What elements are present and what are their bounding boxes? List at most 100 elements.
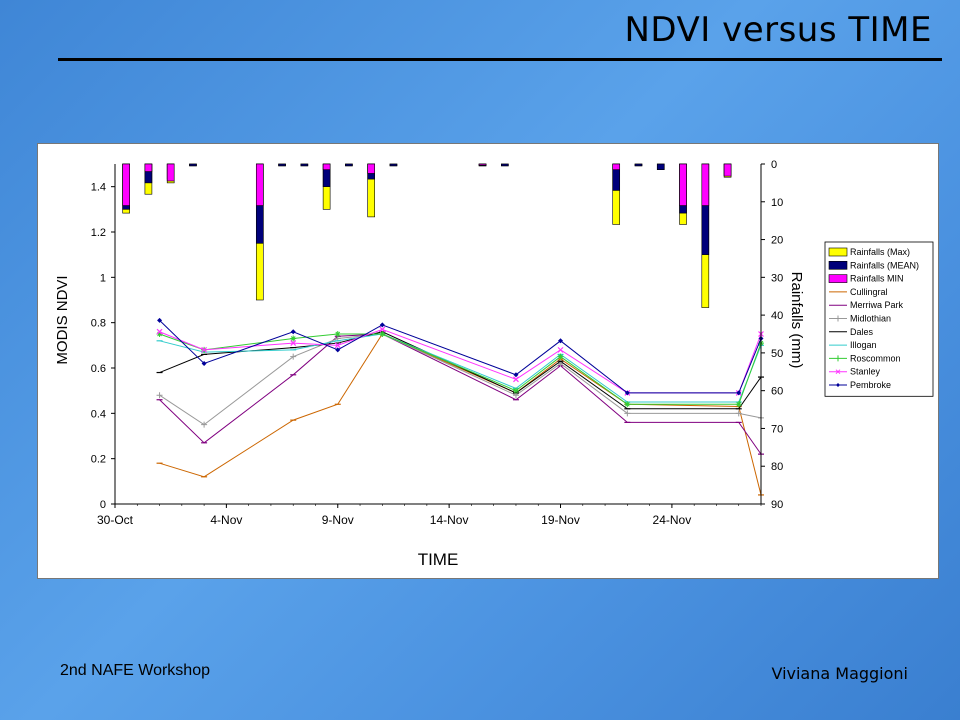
legend-marker xyxy=(836,383,840,387)
rain-bar xyxy=(322,163,331,170)
rain-bar xyxy=(189,163,197,167)
data-point xyxy=(290,353,297,360)
ndvi-lines xyxy=(156,317,764,496)
data-point xyxy=(156,328,163,335)
data-point xyxy=(290,335,297,342)
rain-bar xyxy=(144,163,153,172)
data-point xyxy=(156,331,163,337)
legend-label: Stanley xyxy=(850,367,881,377)
y2-tick-label: 10 xyxy=(771,197,783,209)
legend-label: Merriwa Park xyxy=(850,300,904,310)
rain-bar xyxy=(723,163,732,177)
x-tick-label: 14-Nov xyxy=(430,513,469,527)
data-point xyxy=(736,390,742,396)
y2-tick-label: 90 xyxy=(771,499,783,511)
data-point xyxy=(624,390,630,396)
series-line xyxy=(159,328,762,394)
rainfall-bars xyxy=(122,163,732,308)
data-point xyxy=(201,421,208,428)
data-point xyxy=(290,340,297,346)
series-line xyxy=(159,320,762,394)
data-point xyxy=(290,329,296,335)
y-tick-label: 0.2 xyxy=(91,454,106,466)
legend-label: Rainfalls (MEAN) xyxy=(850,260,919,270)
series-line xyxy=(159,331,762,410)
y-tick-label: 0.8 xyxy=(91,318,106,330)
rain-bar xyxy=(679,163,687,206)
footer-author: Viviana Maggioni xyxy=(771,664,908,683)
footer-workshop: 2nd NAFE Workshop xyxy=(60,662,210,679)
legend-label: Midlothian xyxy=(850,314,891,324)
legend-marker xyxy=(835,369,841,375)
rain-bar xyxy=(656,163,665,170)
data-point xyxy=(156,392,163,399)
x-tick-label: 4-Nov xyxy=(210,513,242,527)
series-line xyxy=(159,333,762,405)
axes: 0 0.2 0.4 0.6 0.8 1 1.2 1.4 0 10 20 30 40 50 60 70 80 90 3… xyxy=(54,159,805,569)
rain-bar xyxy=(166,163,175,182)
slide-title: NDVI versus TIME xyxy=(624,10,932,50)
legend-label: Rainfalls MIN xyxy=(850,274,904,284)
data-point xyxy=(334,331,341,337)
y-tick-label: 0 xyxy=(100,499,106,511)
legend: Rainfalls (Max) Rainfalls (MEAN) Rainfalls… xyxy=(824,241,934,397)
legend-label: Rainfalls (Max) xyxy=(850,247,910,257)
series-line xyxy=(159,333,762,496)
legend-label: Dales xyxy=(850,327,874,337)
data-point xyxy=(379,322,385,328)
y-tick-label: 1.2 xyxy=(91,227,106,239)
legend-label: Roscommon xyxy=(850,353,901,363)
data-point xyxy=(558,338,564,344)
chart-panel: 0 0.2 0.4 0.6 0.8 1 1.2 1.4 0 10 20 30 40 50 60 70 80 90 3… xyxy=(37,143,939,579)
y-tick-label: 1 xyxy=(100,272,106,284)
data-point xyxy=(512,387,519,394)
y-axis-title: MODIS NDVI xyxy=(54,275,71,364)
y-tick-label: 1.4 xyxy=(91,182,106,194)
rain-bar xyxy=(255,163,264,206)
rain-bar xyxy=(345,163,353,167)
x-tick-label: 9-Nov xyxy=(322,513,354,527)
x-axis-title: TIME xyxy=(418,550,459,569)
data-point xyxy=(624,410,631,417)
rain-bar xyxy=(612,163,621,170)
ndvi-rainfall-chart: 0 0.2 0.4 0.6 0.8 1 1.2 1.4 0 10 20 30 40 50 60 70 80 90 3… xyxy=(54,159,934,569)
y2-tick-label: 20 xyxy=(771,235,783,247)
data-point xyxy=(735,401,742,408)
legend-swatch xyxy=(828,274,848,283)
legend-swatch xyxy=(828,261,848,270)
rain-bar xyxy=(634,163,643,167)
legend-label: Illogan xyxy=(850,340,877,350)
y2-tick-label: 60 xyxy=(771,386,783,398)
x-tick-label: 30-Oct xyxy=(97,513,134,527)
series-line xyxy=(159,333,762,455)
series-line xyxy=(159,333,762,403)
y-tick-label: 0.4 xyxy=(91,408,106,420)
data-point xyxy=(557,346,564,353)
data-point xyxy=(334,342,341,349)
data-point xyxy=(201,346,208,353)
data-point xyxy=(735,410,742,417)
rain-bar xyxy=(501,163,509,167)
y2-axis-title: Rainfalls (mm) xyxy=(788,272,805,369)
legend-swatch xyxy=(828,247,848,257)
data-point xyxy=(624,401,631,408)
y2-tick-label: 50 xyxy=(771,348,783,360)
legend-label: Pembroke xyxy=(850,380,891,390)
series-line xyxy=(159,333,762,426)
rain-bar xyxy=(389,163,398,167)
rain-bar xyxy=(701,163,710,206)
data-point xyxy=(557,353,564,360)
data-point xyxy=(379,331,386,337)
title-rule xyxy=(58,58,942,61)
data-point xyxy=(157,317,163,323)
legend-label: Cullingral xyxy=(850,287,888,297)
data-point xyxy=(513,372,519,378)
data-point xyxy=(335,347,341,353)
rain-bar xyxy=(300,163,309,167)
y2-tick-label: 30 xyxy=(771,272,783,284)
y2-tick-label: 0 xyxy=(771,159,777,171)
rain-bar xyxy=(478,163,487,166)
data-point xyxy=(513,376,519,383)
y2-tick-label: 40 xyxy=(771,310,783,322)
rain-bar xyxy=(122,163,130,206)
